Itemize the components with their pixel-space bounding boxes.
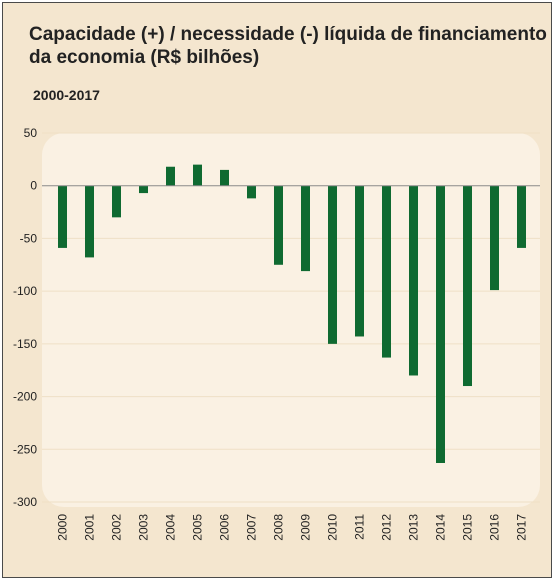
x-tick-label: 2006	[218, 514, 232, 541]
bars	[58, 164, 526, 463]
bar-2009	[301, 185, 310, 272]
x-tick-label: 2014	[434, 514, 448, 541]
x-tick-label: 2007	[245, 514, 259, 541]
x-axis-ticks: 2000 2001 2002 2003 2004 2005 2006 2007 2008 2009…	[56, 514, 529, 541]
y-tick-label: 0	[30, 179, 37, 193]
x-tick-label: 2013	[407, 514, 421, 541]
y-tick-label: -100	[13, 284, 37, 298]
bar-2015	[463, 185, 472, 387]
x-tick-label: 2012	[380, 514, 394, 541]
x-tick-label: 2016	[488, 514, 502, 541]
x-tick-label: 2002	[110, 514, 124, 541]
bar-2017	[517, 185, 526, 248]
x-tick-label: 2017	[515, 514, 529, 541]
x-tick-label: 2003	[137, 514, 151, 541]
bar-2008	[274, 185, 283, 265]
y-tick-label: -50	[20, 231, 38, 245]
bar-2014	[436, 185, 445, 463]
chart-title: Capacidade (+) / necessidade (-) líquida…	[29, 24, 547, 68]
bar-2002	[112, 185, 121, 218]
x-tick-label: 2005	[191, 514, 205, 541]
gridlines	[42, 132, 540, 503]
bar-2013	[409, 185, 418, 376]
bar-2016	[490, 185, 499, 291]
bar-2010	[328, 185, 337, 344]
x-tick-label: 2001	[83, 514, 97, 541]
x-tick-label: 2015	[461, 514, 475, 541]
y-tick-label: -300	[13, 495, 37, 509]
bar-2011	[355, 185, 364, 337]
y-tick-label: 50	[24, 126, 38, 140]
bar-2012	[382, 185, 391, 358]
bar-2000	[58, 185, 67, 248]
x-tick-label: 2009	[299, 514, 313, 541]
y-tick-label: -250	[13, 442, 37, 456]
bar-2007	[247, 185, 256, 199]
bar-2003	[139, 185, 148, 194]
chart-subtitle: 2000-2017	[33, 87, 100, 103]
x-tick-label: 2008	[272, 514, 286, 541]
x-tick-label: 2000	[56, 514, 70, 541]
x-tick-label: 2004	[164, 514, 178, 541]
bar-2005	[193, 164, 202, 186]
x-tick-label: 2011	[353, 514, 367, 540]
y-axis-ticks: 50 0 -50 -100 -150 -200 -250 -300	[13, 126, 37, 509]
bar-2001	[85, 185, 94, 258]
bar-2004	[166, 166, 175, 186]
x-tick-label: 2010	[326, 514, 340, 541]
bar-2006	[220, 169, 229, 186]
y-tick-label: -150	[13, 337, 37, 351]
y-tick-label: -200	[13, 390, 37, 404]
